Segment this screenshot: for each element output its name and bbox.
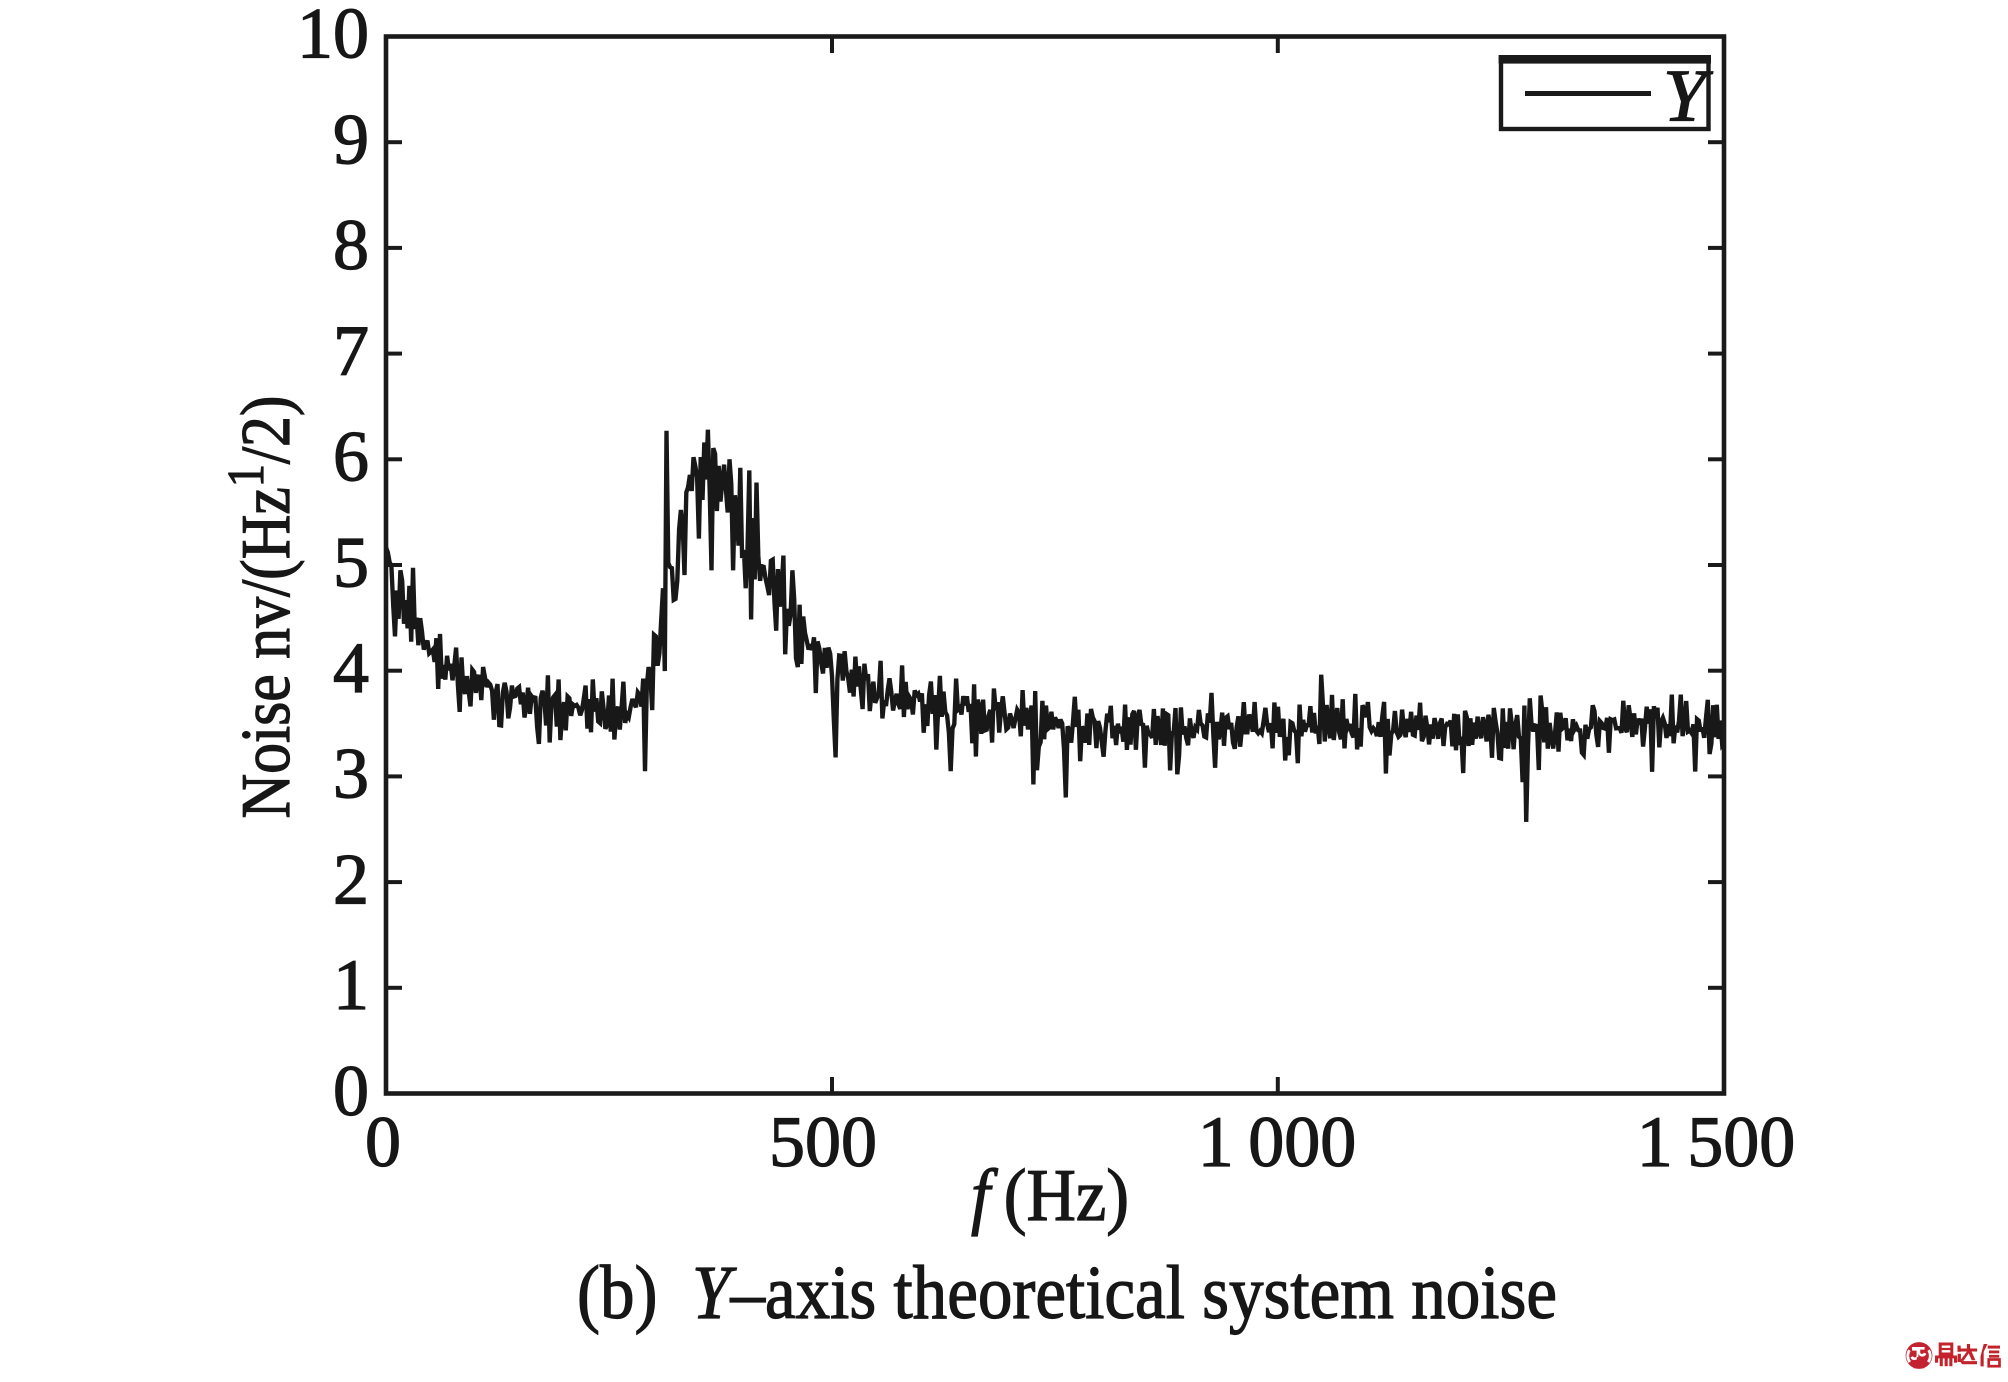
svg-text:3: 3 [333,734,369,814]
svg-text:0: 0 [365,1102,401,1182]
svg-text:Noise nv/(Hz1/2): Noise nv/(Hz1/2) [218,396,305,819]
svg-text:7: 7 [333,311,369,391]
svg-text:2: 2 [333,839,369,919]
svg-text:6: 6 [333,417,369,497]
svg-text:9: 9 [333,100,369,180]
svg-text:10: 10 [297,0,369,74]
svg-text:f (Hz): f (Hz) [971,1155,1129,1237]
svg-text:4: 4 [333,628,369,708]
svg-text:(b) Y–axis theoretical system: (b) Y–axis theoretical system noise [577,1251,1557,1335]
svg-text:1: 1 [333,945,369,1025]
svg-text:500: 500 [769,1102,877,1182]
svg-text:1 500: 1 500 [1637,1102,1795,1182]
svg-text:0: 0 [333,1051,369,1131]
svg-text:Y: Y [1663,56,1713,138]
svg-text:8: 8 [333,205,369,285]
svg-text:1 000: 1 000 [1198,1102,1356,1182]
svg-text:5: 5 [333,522,369,602]
